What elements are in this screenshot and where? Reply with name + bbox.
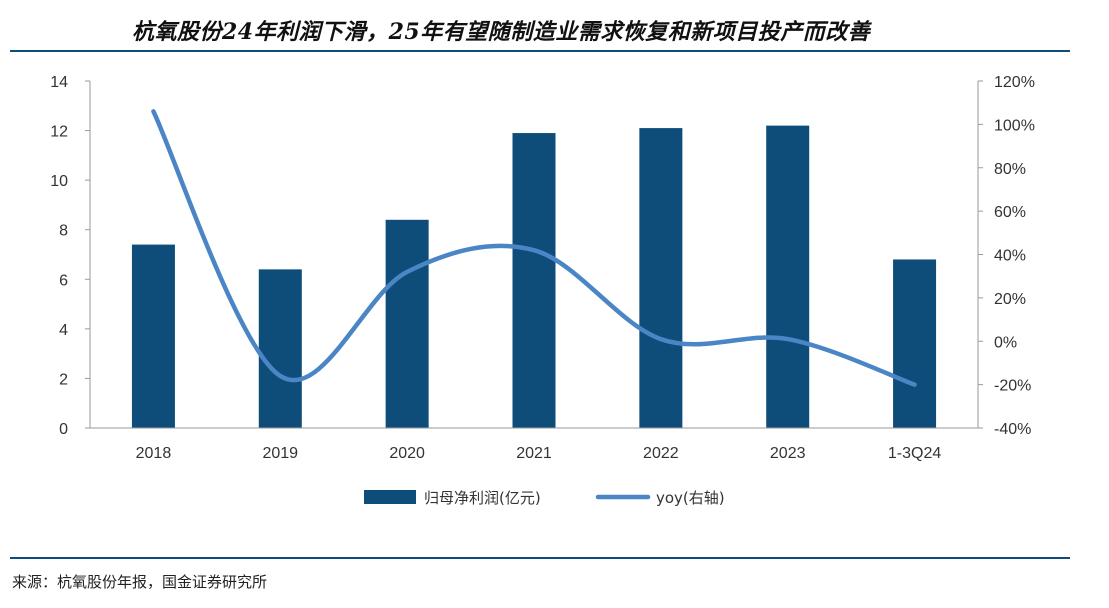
title-divider [10,50,1070,52]
left-tick-label: 6 [59,272,68,289]
right-tick-label: 20% [994,291,1026,308]
bar-series [131,125,937,429]
x-tick-label: 2022 [643,445,679,462]
x-tick-label: 2018 [136,445,172,462]
legend-bar-swatch [364,490,416,504]
right-tick-label: -20% [994,378,1031,395]
right-tick-label: 80% [994,161,1026,178]
bar [766,125,810,428]
right-tick-label: 100% [994,117,1035,134]
x-tick-label: 2021 [516,445,552,462]
right-tick-label: 40% [994,248,1026,265]
line-series [151,109,917,387]
legend-bar-label: 归母净利润(亿元) [424,489,541,507]
source-note: 来源：杭氧股份年报，国金证券研究所 [12,573,268,591]
right-tick-label: 60% [994,204,1026,221]
x-tick-label: 2023 [770,445,806,462]
left-tick-label: 10 [50,173,68,190]
yoy-line [151,109,917,387]
left-tick-label: 14 [50,74,68,91]
chart-title: 杭氧股份24年利润下滑，25年有望随制造业需求恢复和新项目投产而改善 [132,19,871,45]
right-tick-label: -40% [994,421,1031,438]
footer-divider [10,557,1070,559]
bar [639,128,683,429]
x-axis: 2018 2019 2020 2021 2022 2023 1-3Q24 [90,427,978,462]
bar [385,219,429,428]
left-tick-label: 4 [59,322,68,339]
left-tick-label: 0 [59,421,68,438]
bar [131,244,175,428]
legend: 归母净利润(亿元) yoy(右轴) [364,489,725,507]
right-axis: -40% -20% 0% 20% 40% 60% 80% 100% 120% [977,74,1035,438]
left-tick-label: 12 [50,124,68,141]
x-tick-label: 1-3Q24 [888,445,941,462]
right-tick-label: 120% [994,74,1035,91]
left-axis: 0 2 4 6 8 10 12 14 [50,74,91,438]
left-tick-label: 8 [59,223,68,240]
x-tick-label: 2019 [262,445,298,462]
left-tick-label: 2 [59,371,68,388]
bar [258,269,302,428]
legend-line-label: yoy(右轴) [656,489,725,507]
bar [512,133,556,429]
combo-chart: 0 2 4 6 8 10 12 14 -40% -20% 0% 20% 40% 60% 80% 100% 12… [50,74,1035,507]
bar [893,259,937,428]
x-tick-label: 2020 [389,445,425,462]
right-tick-label: 0% [994,334,1017,351]
